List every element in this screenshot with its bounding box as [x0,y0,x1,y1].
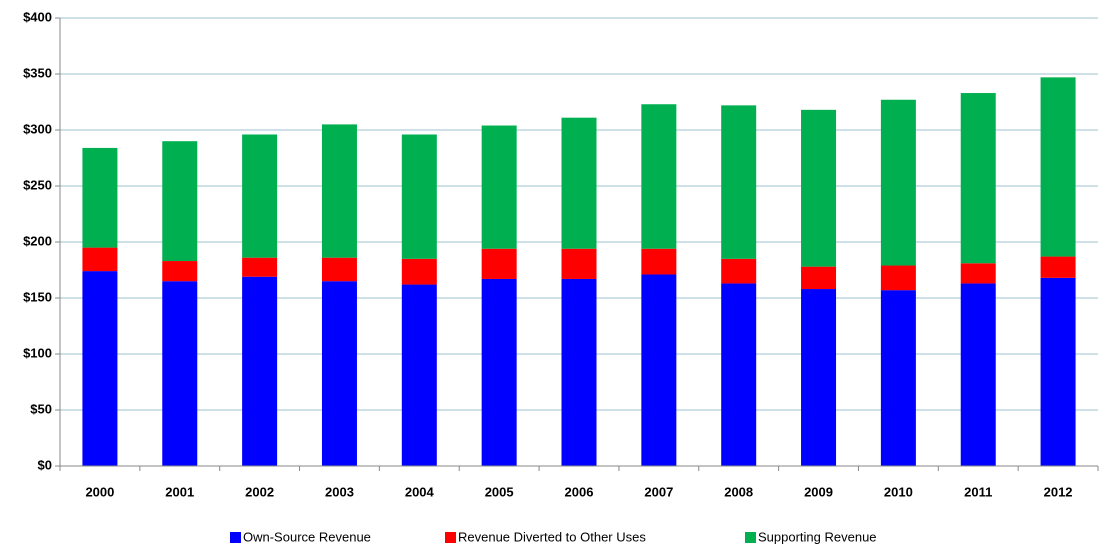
x-tick-label: 2007 [644,484,673,499]
bar-segment [801,289,837,466]
bar-segment [242,276,278,466]
bar-segment [242,257,278,277]
x-tick-label: 2004 [405,484,435,499]
bar-segment [561,248,597,279]
x-tick-label: 2006 [565,484,594,499]
bar-segment [1040,256,1076,278]
x-tick-label: 2005 [485,484,514,499]
bar-segment [721,283,757,466]
bar-segment [82,247,118,272]
bar-segment [321,124,357,258]
y-tick-label: $50 [30,401,52,416]
x-tick-label: 2010 [884,484,913,499]
bar-segment [641,274,677,466]
bar-segment [960,283,996,466]
y-tick-label: $0 [38,457,52,472]
legend-swatch [230,532,241,543]
x-tick-label: 2003 [325,484,354,499]
bar-segment [721,258,757,284]
bar-segment [561,117,597,249]
bar-segment [481,248,517,279]
x-tick-label: 2002 [245,484,274,499]
bar-segment [561,278,597,466]
x-tick-label: 2009 [804,484,833,499]
bar-segment [481,125,517,249]
bar-segment [242,134,278,258]
bar-segment [1040,77,1076,257]
bar-segment [162,141,198,262]
y-tick-label: $300 [23,121,52,136]
bar-segment [880,99,916,266]
bar-segment [960,93,996,264]
x-tick-label: 2008 [724,484,753,499]
bar-segment [880,290,916,466]
y-tick-label: $100 [23,345,52,360]
bar-segment [321,257,357,282]
bar-segment [481,278,517,466]
y-tick-label: $150 [23,289,52,304]
bar-segment [880,265,916,291]
x-tick-label: 2000 [85,484,114,499]
legend-label: Own-Source Revenue [243,529,371,544]
y-tick-label: $400 [23,9,52,24]
bar-segment [82,147,118,248]
legend-swatch [745,532,756,543]
x-tick-label: 2011 [964,484,992,499]
y-tick-label: $200 [23,233,52,248]
bar-segment [1040,277,1076,466]
bar-segment [641,104,677,249]
legend-label: Supporting Revenue [758,529,877,544]
bar-segment [801,109,837,267]
x-tick-label: 2012 [1044,484,1073,499]
bar-segment [82,271,118,466]
y-tick-label: $350 [23,65,52,80]
bar-segment [401,258,437,285]
bar-segment [401,134,437,259]
bar-segment [162,281,198,466]
bar-segment [641,248,677,275]
bar-segment [960,263,996,284]
bar-segment [721,105,757,259]
y-tick-label: $250 [23,177,52,192]
bar-segment [401,284,437,466]
bar-segment [801,266,837,290]
x-tick-label: 2001 [165,484,194,499]
bar-segment [162,261,198,282]
legend-swatch [445,532,456,543]
bar-segment [321,281,357,466]
legend-label: Revenue Diverted to Other Uses [458,529,646,544]
